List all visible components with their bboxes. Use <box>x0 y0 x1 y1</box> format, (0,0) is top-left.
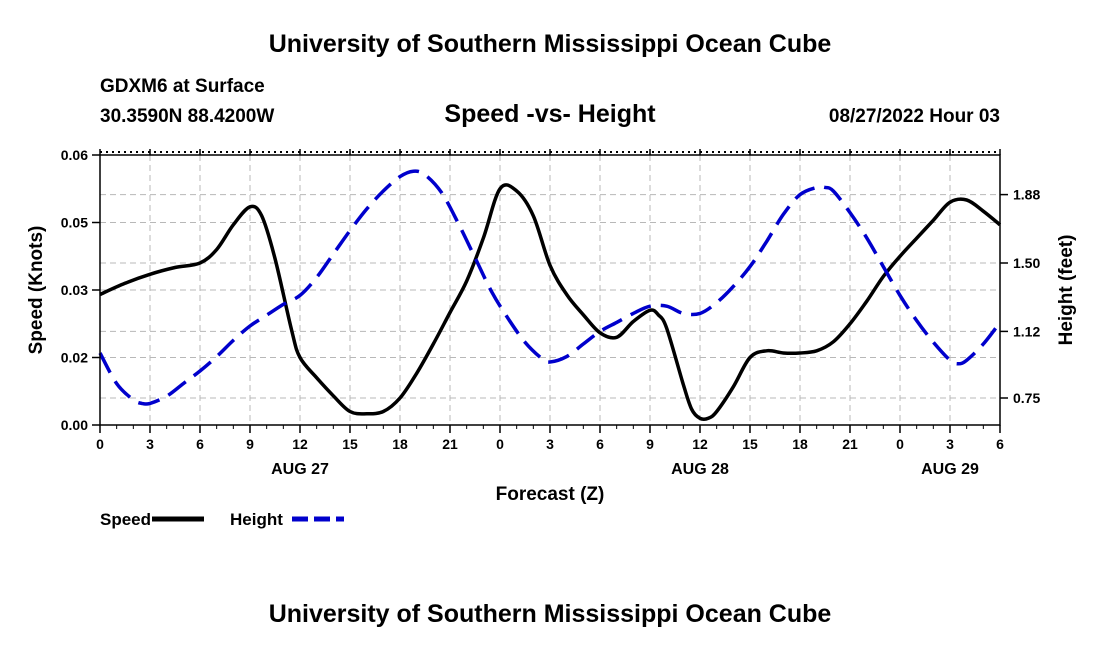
y-left-tick-label: 0.00 <box>61 417 88 433</box>
x-tick-label: 3 <box>146 436 154 452</box>
legend: Speed Height <box>100 510 344 529</box>
x-tick-label: 12 <box>292 436 308 452</box>
y-axis-left-label: Speed (Knots) <box>26 226 47 355</box>
day-label: AUG 29 <box>921 461 979 478</box>
y-left-tick-label: 0.03 <box>61 282 88 298</box>
day-label: AUG 27 <box>271 461 329 478</box>
y-right-tick-label: 1.50 <box>1013 255 1040 271</box>
x-axis-label: Forecast (Z) <box>496 484 605 505</box>
grid <box>100 155 1000 425</box>
x-tick-label: 9 <box>646 436 654 452</box>
x-tick-label: 21 <box>442 436 458 452</box>
y-right-tick-label: 0.75 <box>1013 390 1040 406</box>
x-tick-label: 3 <box>546 436 554 452</box>
x-tick-label: 15 <box>742 436 758 452</box>
y-right-tick-label: 1.12 <box>1013 323 1040 339</box>
day-label: AUG 28 <box>671 461 729 478</box>
axes: 0 3 6 9 12 15 18 21 0 3 6 9 12 15 18 21 0 3 6 AUG 27 AUG 28 A… <box>61 147 1041 478</box>
chart-subtitle: Speed -vs- Height <box>444 100 656 128</box>
x-tick-label: 18 <box>792 436 808 452</box>
series-line-speed <box>99 183 1002 422</box>
x-tick-label: 12 <box>692 436 708 452</box>
y-left-tick-label: 0.06 <box>61 147 88 163</box>
x-tick-label: 0 <box>96 436 104 452</box>
x-tick-label: 6 <box>996 436 1004 452</box>
x-tick-label: 3 <box>946 436 954 452</box>
legend-label-speed: Speed <box>100 510 151 529</box>
y-left-tick-label: 0.05 <box>61 215 88 231</box>
x-tick-label: 9 <box>246 436 254 452</box>
y-axis-right-label: Height (feet) <box>1056 235 1077 346</box>
station-label: GDXM6 at Surface <box>100 76 265 97</box>
footer-title: University of Southern Mississippi Ocean… <box>268 600 832 628</box>
legend-label-height: Height <box>230 510 283 529</box>
y-left-tick-label: 0.02 <box>61 350 88 366</box>
x-tick-label: 6 <box>596 436 604 452</box>
x-tick-label: 18 <box>392 436 408 452</box>
x-tick-label: 15 <box>342 436 358 452</box>
series-line-height <box>98 169 1002 406</box>
x-tick-label: 6 <box>196 436 204 452</box>
coordinates-label: 30.3590N 88.4200W <box>100 106 275 127</box>
date-stamp: 08/27/2022 Hour 03 <box>828 106 1000 127</box>
y-right-tick-label: 1.88 <box>1013 187 1040 203</box>
x-tick-label: 0 <box>496 436 504 452</box>
speed-height-chart: 0 3 6 9 12 15 18 21 0 3 6 9 12 15 18 21 0 3 6 AUG 27 AUG 28 A… <box>26 147 1077 529</box>
main-title: University of Southern Mississippi Ocean… <box>268 30 832 58</box>
series-layer <box>98 169 1002 422</box>
x-tick-label: 0 <box>896 436 904 452</box>
x-tick-label: 21 <box>842 436 858 452</box>
